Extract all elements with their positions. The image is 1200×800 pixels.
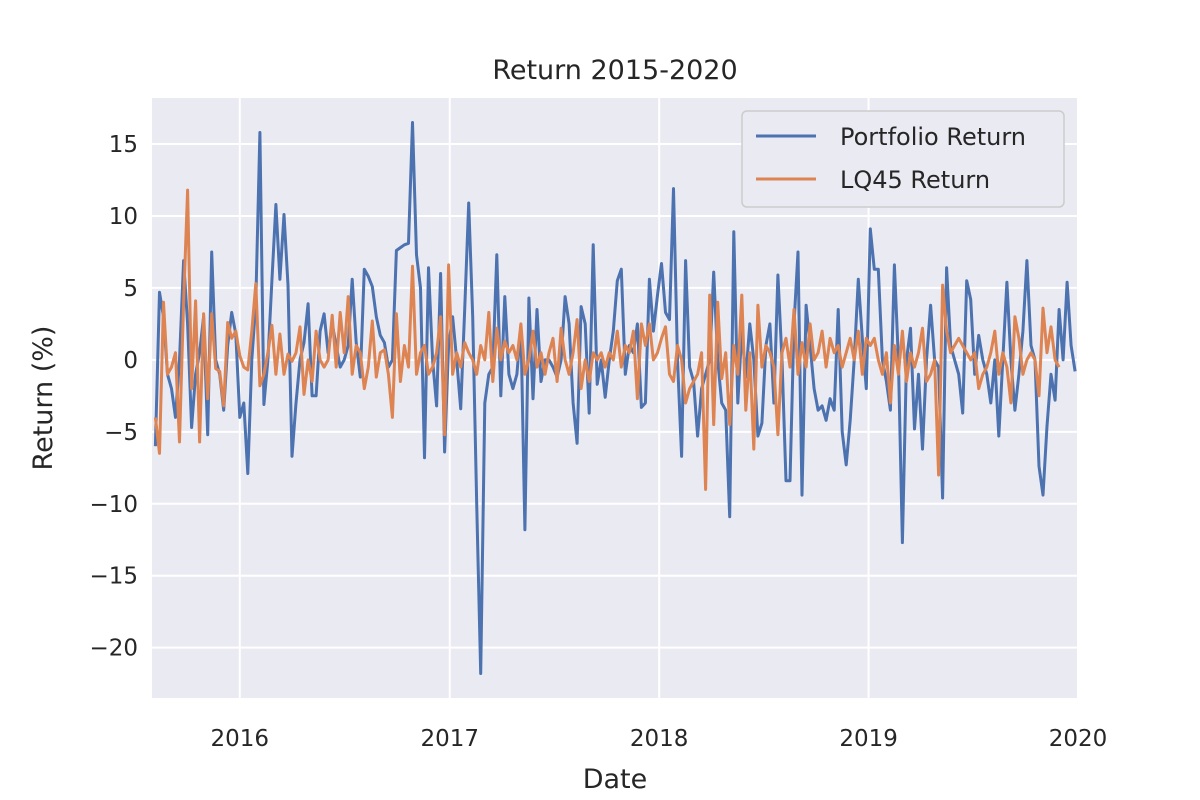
y-tick-labels: 15 10 5 0 −5 −10 −15 −20	[89, 132, 138, 662]
y-tick-label: −10	[89, 492, 138, 518]
series-line-portfolio-return	[153, 121, 1077, 675]
x-tick-label: 2017	[420, 726, 479, 752]
x-tick-label: 2020	[1049, 726, 1108, 752]
y-tick-label: 10	[109, 204, 138, 230]
x-tick-label: 2018	[630, 726, 689, 752]
x-tick-label: 2019	[839, 726, 898, 752]
y-tick-label: −15	[89, 564, 138, 590]
y-axis-label: Return (%)	[28, 326, 59, 471]
legend-box	[741, 110, 1065, 208]
y-tick-label: 5	[123, 276, 138, 302]
legend-label-lq45-return: LQ45 Return	[840, 166, 990, 194]
x-tick-labels: 2016 2017 2018 2019 2020	[211, 726, 1108, 752]
x-tick-label: 2016	[211, 726, 270, 752]
legend-label-portfolio-return: Portfolio Return	[840, 123, 1026, 151]
series-lines	[153, 121, 1077, 675]
series-line-lq45-return	[153, 188, 1061, 491]
y-tick-label: 15	[109, 132, 138, 158]
y-tick-label: −20	[89, 636, 138, 662]
y-tick-label: −5	[104, 420, 138, 446]
legend: Portfolio Return LQ45 Return	[741, 110, 1065, 208]
x-axis-label: Date	[583, 764, 648, 795]
y-tick-label: 0	[123, 348, 138, 374]
chart-title: Return 2015-2020	[492, 55, 737, 86]
grid-lines	[152, 98, 1079, 698]
